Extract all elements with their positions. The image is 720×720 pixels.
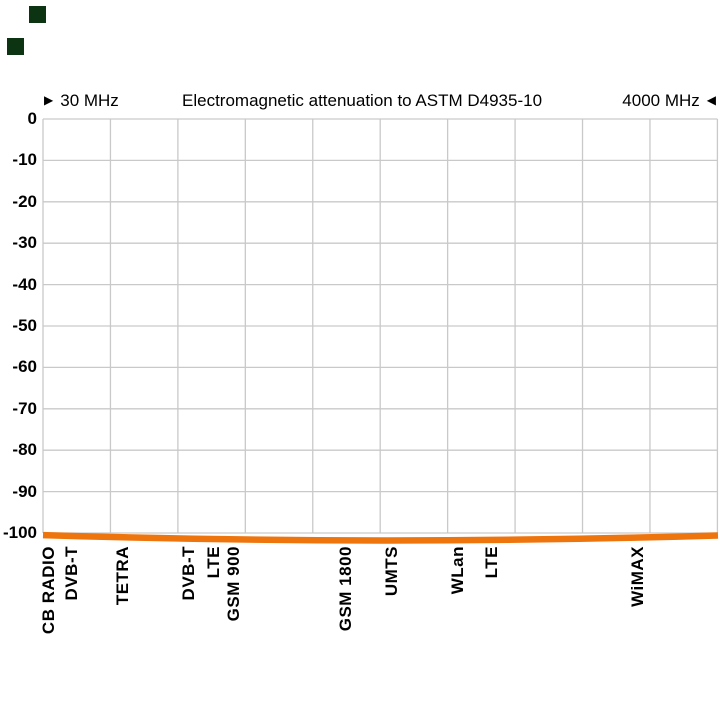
y-tick-label: -80 [12, 440, 37, 460]
y-tick-label: -70 [12, 398, 37, 418]
band-label-text: TETRA [112, 546, 132, 606]
left-arrow-icon: ◀ [706, 93, 716, 107]
band-label-text: GSM 1800 [335, 546, 355, 632]
chart-title: Electromagnetic attenuation to ASTM D493… [182, 91, 543, 110]
band-label-text: DVB-T [178, 546, 198, 601]
y-tick-label: -20 [12, 191, 37, 211]
y-tick-label: -40 [12, 274, 37, 294]
y-tick-label: -50 [12, 316, 37, 335]
freq-axis-start: ▶ 30 MHz [44, 90, 119, 111]
band-label-text: WiMAX [627, 546, 647, 607]
band-label-text: LTE [203, 546, 223, 579]
y-tick-label: -10 [12, 150, 37, 170]
logo-square [7, 38, 24, 55]
y-tick-label: -30 [12, 233, 37, 253]
y-tick-label: -100 [2, 523, 37, 542]
band-label-text: DVB-T [61, 546, 81, 601]
freq-end-label: 4000 MHz [622, 91, 700, 110]
attenuation-line [42, 531, 719, 544]
freq-axis-end: 4000 MHz ◀ [622, 90, 716, 111]
y-tick-label: 0 [27, 109, 37, 128]
freq-start-label: 30 MHz [60, 91, 119, 110]
y-tick-label: -60 [12, 357, 37, 377]
band-label-text: UMTS [381, 546, 401, 597]
y-tick-label: -90 [12, 481, 37, 501]
band-label-text: GSM 900 [223, 546, 243, 622]
band-label-text: WLan [447, 546, 467, 595]
right-arrow-icon: ▶ [44, 93, 54, 107]
band-label-text: LTE [481, 546, 501, 579]
band-label-text: CB RADIO [38, 546, 58, 635]
logo-square [29, 6, 46, 23]
